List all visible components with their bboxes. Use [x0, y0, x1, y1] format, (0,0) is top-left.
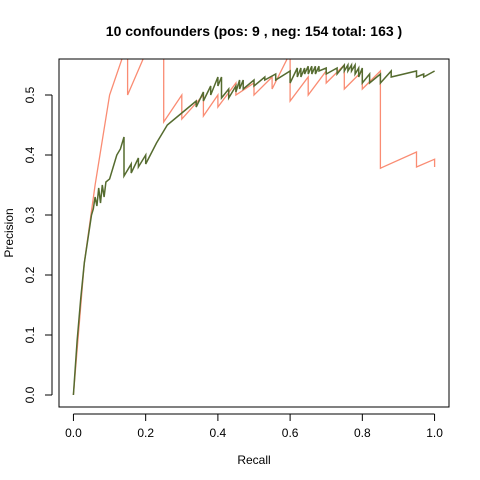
- y-tick-label: 0.3: [23, 206, 37, 223]
- series-line-2: [72, 62, 435, 396]
- series-group: [72, 59, 436, 396]
- series-line-1: [72, 59, 436, 396]
- y-axis-label: Precision: [2, 208, 16, 257]
- x-tick-label: 0.0: [65, 426, 82, 440]
- x-tick-label: 0.2: [137, 426, 154, 440]
- x-tick-label: 0.4: [210, 426, 227, 440]
- chart-title: 10 confounders (pos: 9 , neg: 154 total:…: [106, 23, 402, 39]
- x-tick-label: 0.6: [282, 426, 299, 440]
- x-tick-label: 0.8: [354, 426, 371, 440]
- plot-area: 0.0 0.2 0.4 0.6 0.8 1.0 0.0 0.1 0.2 0.3 0.4 0.5: [23, 58, 450, 440]
- plot-frame: [58, 58, 450, 408]
- x-axis-label: Recall: [237, 453, 270, 467]
- y-tick-label: 0.2: [23, 266, 37, 283]
- x-tick-label: 1.0: [426, 426, 443, 440]
- y-tick-label: 0.5: [23, 86, 37, 103]
- y-tick-label: 0.0: [23, 386, 37, 403]
- y-tick-label: 0.4: [23, 146, 37, 163]
- y-tick-label: 0.1: [23, 326, 37, 343]
